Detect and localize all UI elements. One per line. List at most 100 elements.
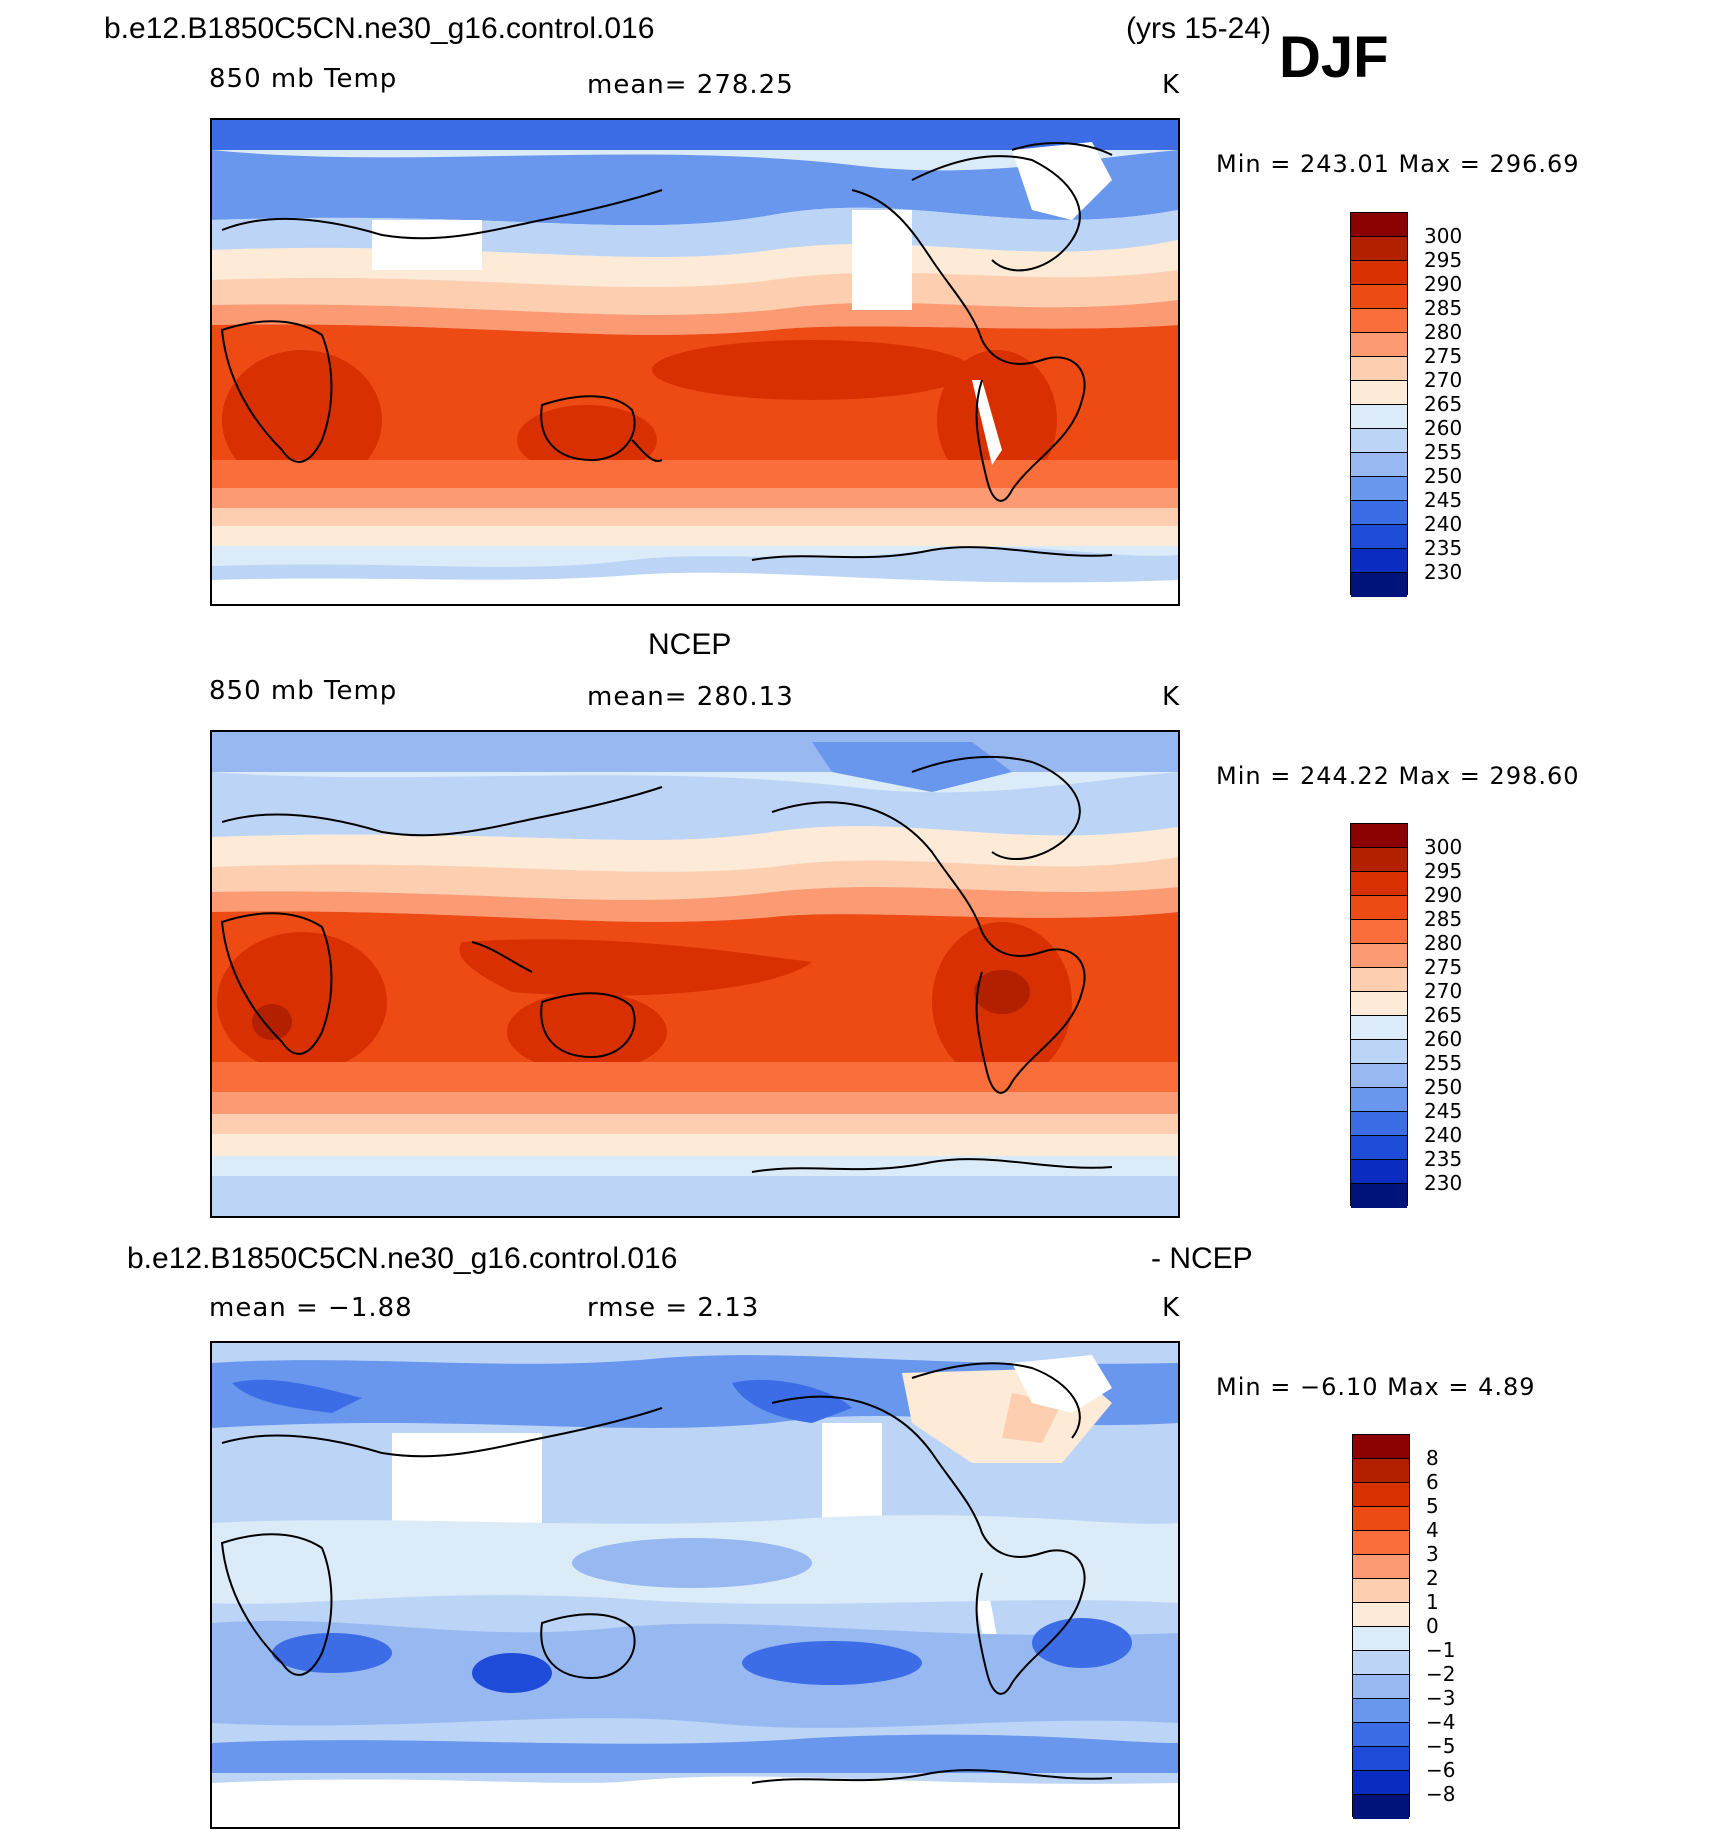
colorbar-swatch	[1351, 1160, 1407, 1184]
colorbar-swatch	[1351, 453, 1407, 477]
colorbar-tick-label: 250	[1424, 1075, 1463, 1099]
colorbar-tick-label: 255	[1424, 440, 1463, 464]
panel1-colorbar-labels: 300 295 290 285 280 275 270 265 260 255 …	[1424, 224, 1462, 584]
colorbar-swatch	[1353, 1795, 1409, 1819]
colorbar-tick-label: 1	[1426, 1590, 1439, 1614]
colorbar-swatch	[1351, 573, 1407, 597]
panel3-title-right: - NCEP	[1151, 1242, 1253, 1275]
colorbar-swatch	[1351, 237, 1407, 261]
panel2-colorbar-labels: 300 295 290 285 280 275 270 265 260 255 …	[1424, 835, 1462, 1195]
colorbar-swatch	[1351, 992, 1407, 1016]
colorbar-swatch	[1353, 1675, 1409, 1699]
colorbar-swatch	[1351, 357, 1407, 381]
panel2-variable: 850 mb Temp	[209, 676, 398, 706]
colorbar-tick-label: 2	[1426, 1566, 1439, 1590]
colorbar-tick-label: 230	[1424, 1171, 1463, 1195]
colorbar-tick-label: 290	[1424, 883, 1463, 907]
panel2-mean: mean= 280.13	[587, 682, 794, 712]
panel1-variable: 850 mb Temp	[209, 64, 398, 94]
colorbar-swatch	[1351, 920, 1407, 944]
colorbar-tick-label: 280	[1424, 320, 1463, 344]
colorbar-swatch	[1351, 213, 1407, 237]
colorbar-swatch	[1351, 1016, 1407, 1040]
colorbar-swatch	[1351, 896, 1407, 920]
panel1-units: K	[1162, 70, 1181, 100]
panel2-title: NCEP	[648, 628, 732, 661]
colorbar-swatch	[1353, 1771, 1409, 1795]
colorbar-tick-label: 260	[1424, 1027, 1463, 1051]
colorbar-swatch	[1351, 824, 1407, 848]
panel3-colorbar	[1352, 1434, 1410, 1819]
colorbar-swatch	[1351, 405, 1407, 429]
colorbar-tick-label: −4	[1426, 1710, 1456, 1734]
colorbar-swatch	[1351, 285, 1407, 309]
colorbar-swatch	[1351, 525, 1407, 549]
panel3-minmax: Min = −6.10 Max = 4.89	[1216, 1373, 1536, 1401]
panel1-minmax: Min = 243.01 Max = 296.69	[1216, 150, 1580, 178]
panel1-colorbar	[1350, 212, 1408, 597]
colorbar-tick-label: 280	[1424, 931, 1463, 955]
colorbar-swatch	[1353, 1603, 1409, 1627]
colorbar-swatch	[1351, 1112, 1407, 1136]
colorbar-swatch	[1351, 1064, 1407, 1088]
colorbar-tick-label: 275	[1424, 344, 1463, 368]
colorbar-swatch	[1353, 1459, 1409, 1483]
colorbar-swatch	[1351, 501, 1407, 525]
colorbar-swatch	[1351, 848, 1407, 872]
colorbar-swatch	[1351, 1136, 1407, 1160]
colorbar-tick-label: 300	[1424, 835, 1463, 859]
season-label: DJF	[1279, 25, 1389, 90]
colorbar-swatch	[1351, 872, 1407, 896]
colorbar-tick-label: 260	[1424, 416, 1463, 440]
panel2-map	[210, 730, 1180, 1218]
colorbar-tick-label: 295	[1424, 248, 1463, 272]
case-title: b.e12.B1850C5CN.ne30_g16.control.016	[104, 12, 655, 45]
colorbar-tick-label: 235	[1424, 1147, 1463, 1171]
colorbar-tick-label: 295	[1424, 859, 1463, 883]
panel3-colorbar-labels: 8 6 5 4 3 2 1 0 −1 −2 −3 −4 −5 −6 −8	[1426, 1446, 1455, 1806]
panel2-colorbar	[1350, 823, 1408, 1208]
colorbar-swatch	[1353, 1627, 1409, 1651]
panel3-difference-field	[212, 1343, 1178, 1827]
panel2-temperature-field	[212, 732, 1178, 1216]
colorbar-swatch	[1351, 549, 1407, 573]
colorbar-tick-label: 265	[1424, 392, 1463, 416]
colorbar-swatch	[1351, 1040, 1407, 1064]
colorbar-tick-label: 4	[1426, 1518, 1439, 1542]
panel2-units: K	[1162, 682, 1181, 712]
years-label: (yrs 15-24)	[1126, 12, 1272, 45]
colorbar-tick-label: 255	[1424, 1051, 1463, 1075]
colorbar-swatch	[1351, 429, 1407, 453]
panel2-minmax: Min = 244.22 Max = 298.60	[1216, 762, 1580, 790]
panel3-title: b.e12.B1850C5CN.ne30_g16.control.016	[127, 1242, 678, 1275]
colorbar-tick-label: −2	[1426, 1662, 1456, 1686]
panel3-mean: mean = −1.88	[209, 1293, 413, 1323]
colorbar-swatch	[1351, 381, 1407, 405]
colorbar-tick-label: 235	[1424, 536, 1463, 560]
colorbar-swatch	[1351, 1184, 1407, 1208]
colorbar-tick-label: −8	[1426, 1782, 1456, 1806]
colorbar-tick-label: 300	[1424, 224, 1463, 248]
colorbar-swatch	[1353, 1651, 1409, 1675]
colorbar-tick-label: 245	[1424, 488, 1463, 512]
colorbar-swatch	[1353, 1555, 1409, 1579]
colorbar-swatch	[1353, 1507, 1409, 1531]
colorbar-swatch	[1351, 968, 1407, 992]
colorbar-tick-label: 8	[1426, 1446, 1439, 1470]
colorbar-tick-label: 3	[1426, 1542, 1439, 1566]
colorbar-tick-label: 285	[1424, 907, 1463, 931]
panel3-units: K	[1162, 1293, 1181, 1323]
colorbar-tick-label: −3	[1426, 1686, 1456, 1710]
colorbar-swatch	[1353, 1723, 1409, 1747]
colorbar-tick-label: −6	[1426, 1758, 1456, 1782]
panel1-map	[210, 118, 1180, 606]
colorbar-tick-label: 245	[1424, 1099, 1463, 1123]
colorbar-swatch	[1353, 1579, 1409, 1603]
colorbar-tick-label: −1	[1426, 1638, 1456, 1662]
colorbar-swatch	[1351, 1088, 1407, 1112]
colorbar-tick-label: 5	[1426, 1494, 1439, 1518]
colorbar-tick-label: 0	[1426, 1614, 1439, 1638]
panel3-map	[210, 1341, 1180, 1829]
colorbar-tick-label: −5	[1426, 1734, 1456, 1758]
colorbar-swatch	[1351, 261, 1407, 285]
